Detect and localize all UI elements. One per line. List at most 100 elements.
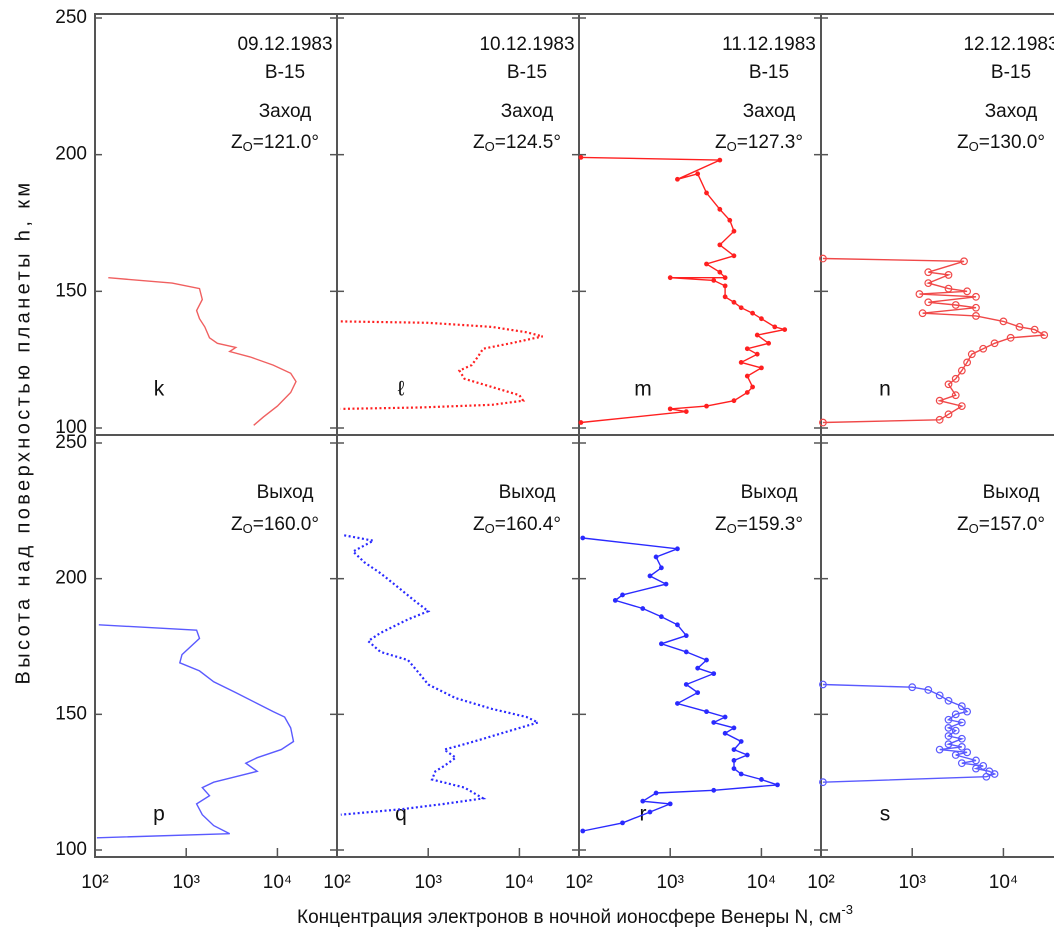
point bbox=[819, 418, 827, 427]
point bbox=[683, 649, 689, 655]
point bbox=[944, 715, 953, 724]
point bbox=[675, 546, 680, 552]
zenith-symbol: Z bbox=[715, 132, 727, 153]
point bbox=[759, 365, 764, 371]
point bbox=[944, 410, 953, 419]
x-tick-label: 10² bbox=[323, 872, 350, 893]
point bbox=[944, 380, 953, 389]
point bbox=[738, 360, 744, 365]
point bbox=[1006, 333, 1015, 342]
point bbox=[1030, 325, 1039, 334]
point bbox=[963, 358, 972, 367]
y-tick-label: 100 bbox=[55, 839, 87, 860]
point bbox=[711, 787, 717, 793]
point bbox=[908, 683, 917, 692]
point bbox=[935, 745, 944, 754]
y-tick-label: 250 bbox=[55, 432, 87, 453]
mode: Заход bbox=[985, 101, 1038, 122]
panel-letter: k bbox=[154, 378, 165, 401]
y-tick-label: 200 bbox=[55, 144, 87, 165]
x-tick-label: 10³ bbox=[656, 872, 683, 893]
point bbox=[963, 287, 972, 296]
point bbox=[963, 707, 972, 716]
point bbox=[957, 702, 966, 711]
zenith-symbol: Z bbox=[231, 132, 243, 153]
point bbox=[738, 305, 744, 311]
point bbox=[711, 278, 717, 283]
panel-letter: ℓ bbox=[398, 378, 405, 401]
point bbox=[957, 742, 966, 751]
zenith-angle: ZO=130.0° bbox=[957, 132, 1045, 154]
zenith-value: =121.0° bbox=[253, 132, 319, 153]
point bbox=[972, 303, 980, 312]
point bbox=[744, 373, 750, 379]
zenith-angle: ZO=160.4° bbox=[473, 514, 561, 536]
point bbox=[722, 730, 728, 736]
x-tick-label: 10³ bbox=[414, 872, 441, 893]
point bbox=[915, 290, 924, 298]
point bbox=[653, 554, 659, 560]
zenith-value: =127.3° bbox=[737, 132, 803, 153]
point bbox=[960, 257, 968, 266]
y-tick-label: 250 bbox=[55, 7, 87, 28]
point bbox=[695, 171, 701, 177]
profile-line bbox=[582, 537, 778, 832]
zenith-value: =160.4° bbox=[495, 514, 561, 535]
zenith-sub: O bbox=[969, 139, 979, 154]
profile-line bbox=[108, 277, 297, 426]
point bbox=[731, 398, 737, 404]
point bbox=[944, 284, 953, 293]
point bbox=[979, 344, 988, 353]
probe: В-15 bbox=[507, 62, 547, 83]
point bbox=[750, 384, 755, 390]
zenith-angle: ZO=127.3° bbox=[715, 132, 803, 154]
point bbox=[704, 709, 709, 715]
point bbox=[944, 724, 953, 732]
point bbox=[944, 740, 953, 749]
point bbox=[957, 734, 966, 743]
point bbox=[695, 690, 701, 696]
mode: Выход bbox=[983, 482, 1040, 503]
panel-letter: m bbox=[634, 378, 652, 401]
point bbox=[667, 406, 673, 412]
point bbox=[738, 739, 744, 744]
point bbox=[717, 269, 723, 275]
point bbox=[722, 294, 728, 300]
point bbox=[667, 275, 673, 281]
zenith-symbol: Z bbox=[957, 514, 969, 535]
point bbox=[951, 751, 960, 759]
point bbox=[935, 415, 944, 424]
zenith-value: =157.0° bbox=[979, 514, 1045, 535]
point bbox=[924, 686, 933, 694]
point bbox=[683, 682, 689, 687]
point bbox=[819, 778, 827, 787]
x-tick-label: 10⁴ bbox=[989, 872, 1018, 893]
point bbox=[722, 714, 728, 720]
point bbox=[924, 268, 933, 277]
x-axis-label-sup: -3 bbox=[841, 902, 853, 917]
point bbox=[738, 771, 744, 777]
point bbox=[704, 190, 709, 196]
mode: Выход bbox=[741, 482, 798, 503]
point bbox=[819, 254, 827, 263]
mode: Заход bbox=[501, 101, 554, 122]
zenith-sub: O bbox=[485, 139, 495, 154]
point bbox=[1040, 331, 1049, 339]
mode: Заход bbox=[743, 101, 796, 122]
date: 09.12.1983 bbox=[237, 34, 332, 55]
point bbox=[999, 317, 1008, 326]
point bbox=[731, 766, 737, 771]
zenith-sub: O bbox=[727, 521, 737, 536]
point bbox=[731, 299, 737, 305]
x-tick-label: 10⁴ bbox=[505, 872, 534, 893]
zenith-angle: ZO=121.0° bbox=[231, 132, 319, 154]
point bbox=[766, 340, 772, 346]
point bbox=[750, 310, 755, 316]
point bbox=[731, 747, 737, 753]
point bbox=[578, 154, 584, 160]
point bbox=[717, 206, 723, 212]
point bbox=[944, 696, 953, 705]
zenith-value: =130.0° bbox=[979, 132, 1045, 153]
point bbox=[653, 790, 659, 796]
point bbox=[647, 809, 653, 815]
